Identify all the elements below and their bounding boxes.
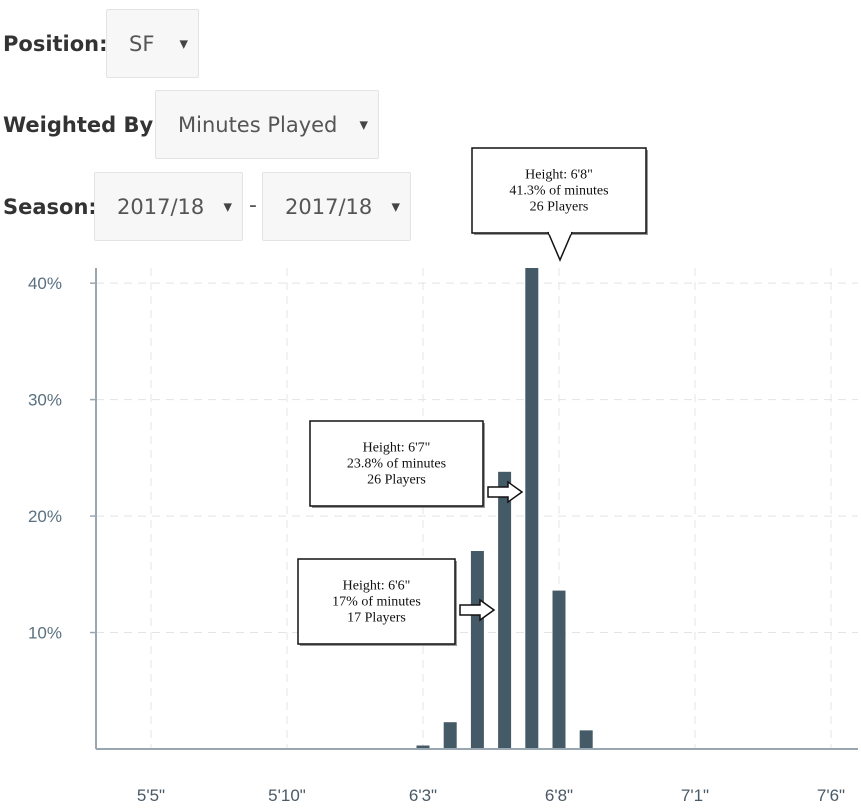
x-tick-label: 5'10" <box>268 786 306 805</box>
y-tick-label: 20% <box>28 507 62 526</box>
axes <box>90 268 858 750</box>
x-tick-label: 6'3" <box>409 786 437 805</box>
tooltip-box <box>297 558 456 645</box>
weighted-by-select-value: Minutes Played <box>178 112 338 137</box>
weighted-by-label: Weighted By: <box>3 113 162 137</box>
season-separator: - <box>249 193 257 218</box>
tooltip-line: 26 Players <box>530 200 589 215</box>
tooltip-line: 17 Players <box>347 611 406 626</box>
bar <box>443 722 457 749</box>
tooltip-pointer <box>547 231 573 262</box>
season-label: Season: <box>3 195 97 219</box>
arrow-right-icon <box>487 480 524 504</box>
bar <box>552 590 566 749</box>
arrow-right-icon <box>459 598 496 622</box>
caret-down-icon: ▼ <box>359 118 368 131</box>
season-to-select[interactable]: 2017/18 ▼ <box>262 172 411 241</box>
tooltip-line: Height: 6'6" <box>343 579 411 594</box>
y-tick-label: 30% <box>28 391 62 410</box>
tooltip-line: 17% of minutes <box>332 595 421 610</box>
caret-down-icon: ▼ <box>223 200 232 213</box>
y-ticks: 10% 20% 30% 40% <box>28 274 62 642</box>
season-from-value: 2017/18 <box>117 194 205 219</box>
tooltip-line: Height: 6'8" <box>525 168 593 183</box>
season-from-select[interactable]: 2017/18 ▼ <box>94 172 243 241</box>
tooltip-line: Height: 6'7" <box>363 441 431 456</box>
y-tick-label: 40% <box>28 274 62 293</box>
position-select[interactable]: SF ▼ <box>106 9 199 78</box>
bar <box>470 551 484 749</box>
bar <box>498 471 512 749</box>
caret-down-icon: ▼ <box>179 37 188 50</box>
position-label: Position: <box>3 32 108 56</box>
weighted-by-select[interactable]: Minutes Played ▼ <box>155 90 379 159</box>
bar <box>525 268 539 749</box>
grid <box>96 268 858 749</box>
tooltip-line: 41.3% of minutes <box>509 184 608 199</box>
tooltip-box <box>309 420 484 507</box>
bar <box>579 730 593 749</box>
x-ticks: 5'5" 5'10" 6'3" 6'8" 7'1" 7'6" <box>137 786 845 805</box>
season-to-value: 2017/18 <box>285 194 373 219</box>
bar <box>416 745 430 749</box>
bars <box>416 268 593 749</box>
x-tick-label: 7'6" <box>817 786 845 805</box>
tooltip-box <box>471 147 647 234</box>
tooltip-line: 23.8% of minutes <box>347 457 446 472</box>
x-tick-label: 5'5" <box>137 786 165 805</box>
x-tick-label: 6'8" <box>545 786 573 805</box>
y-tick-label: 10% <box>28 624 62 643</box>
caret-down-icon: ▼ <box>391 200 400 213</box>
position-select-value: SF <box>129 31 155 56</box>
x-tick-label: 7'1" <box>681 786 709 805</box>
tooltip-line: 26 Players <box>367 473 426 488</box>
